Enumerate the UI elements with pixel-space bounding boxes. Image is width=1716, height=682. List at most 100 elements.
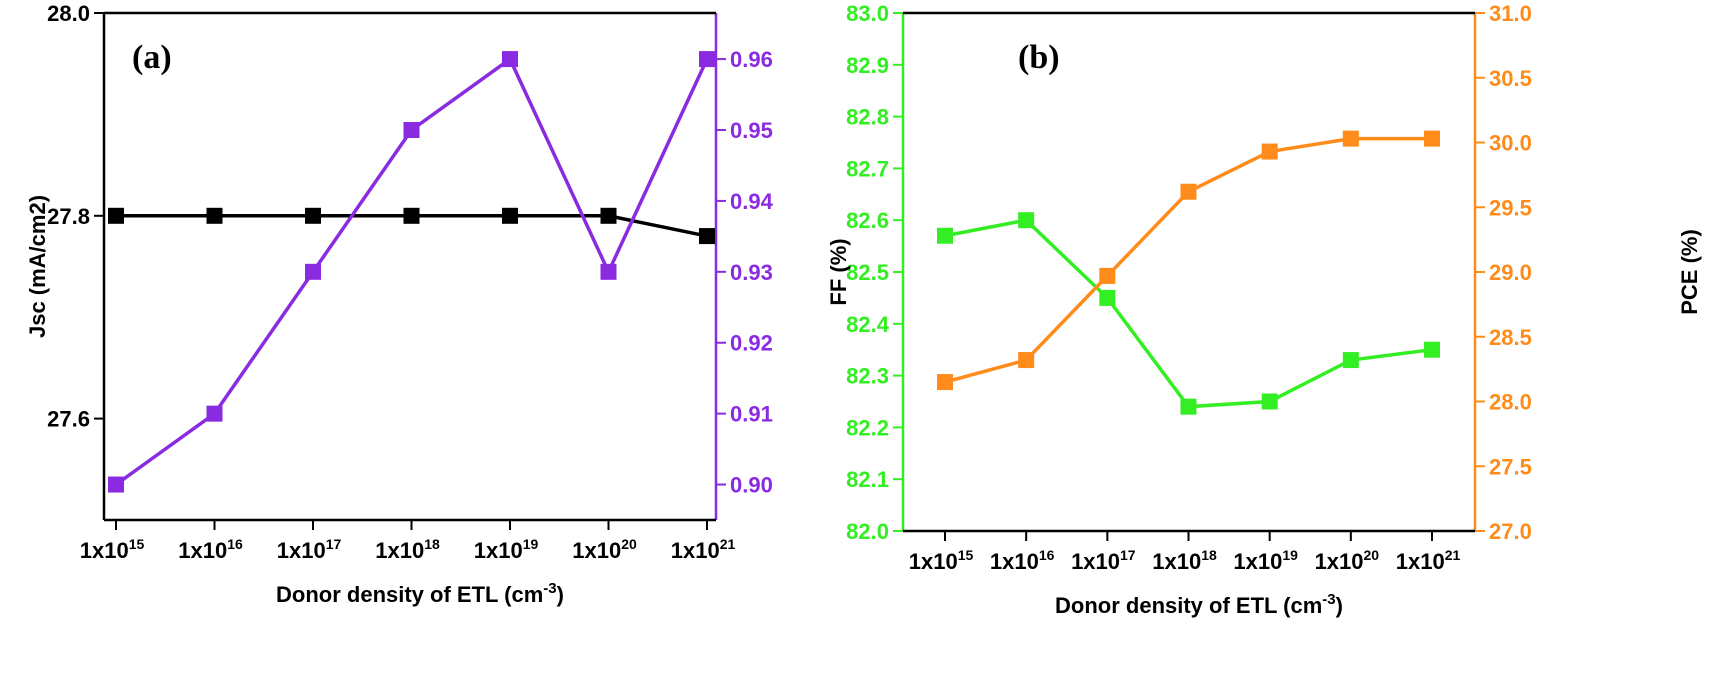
data-point-right	[1342, 130, 1359, 147]
x-tick-label-base: 1x10	[990, 549, 1039, 574]
x-tick-label-exponent: 20	[1364, 547, 1380, 563]
x-tick-label: 1x1018	[375, 536, 440, 563]
data-point-left	[305, 207, 321, 224]
right-y-tick-label: 0.95	[730, 118, 773, 143]
x-tick-label-base: 1x10	[277, 538, 326, 563]
x-axis-title-sup: -3	[543, 580, 556, 597]
right-y-tick-label: 0.93	[730, 260, 773, 285]
x-tick-label-exponent: 21	[720, 536, 736, 552]
left-y-tick-label: 27.8	[47, 204, 90, 229]
panel-label: (b)	[1018, 39, 1060, 76]
left-y-axis-title: FF (%)	[826, 238, 851, 305]
right-y-tick-label: 0.91	[730, 402, 773, 427]
data-point-right	[1099, 267, 1116, 284]
left-y-tick-label: 82.3	[846, 364, 889, 389]
data-point-right	[1261, 143, 1278, 160]
x-tick-label-base: 1x10	[474, 538, 523, 563]
x-tick-label: 1x1021	[1396, 547, 1461, 574]
left-y-tick-label: 82.9	[846, 53, 889, 78]
data-point-left	[403, 207, 420, 224]
x-tick-label-base: 1x10	[572, 538, 621, 563]
data-point-left	[1342, 352, 1359, 369]
x-tick-label: 1x1015	[909, 547, 974, 574]
x-tick-label-base: 1x10	[178, 538, 227, 563]
x-tick-label-exponent: 18	[424, 536, 440, 552]
x-tick-label: 1x1018	[1152, 547, 1217, 574]
data-point-right	[1018, 352, 1035, 369]
right-y-tick-label: 0.92	[730, 331, 773, 356]
data-point-right	[699, 51, 715, 68]
data-point-right	[108, 476, 124, 493]
right-y-tick-label: 27.0	[1489, 519, 1532, 544]
x-tick-label-base: 1x10	[1315, 549, 1364, 574]
x-tick-label: 1x1017	[1071, 547, 1136, 574]
data-point-left	[1180, 398, 1197, 415]
x-tick-label-base: 1x10	[1071, 549, 1120, 574]
x-tick-label-exponent: 20	[621, 536, 637, 552]
x-tick-label-base: 1x10	[1233, 549, 1282, 574]
x-tick-label: 1x1015	[80, 536, 145, 563]
x-tick-label-exponent: 17	[1120, 547, 1136, 563]
right-y-tick-label: 30.0	[1489, 131, 1532, 156]
x-tick-label-exponent: 15	[958, 547, 974, 563]
x-tick-label-base: 1x10	[1396, 549, 1445, 574]
x-tick-label: 1x1019	[474, 536, 539, 563]
x-tick-label-exponent: 21	[1445, 547, 1461, 563]
x-axis-title-tail: )	[557, 582, 564, 607]
left-y-tick-label: 82.8	[846, 105, 889, 130]
data-point-right	[937, 374, 953, 391]
x-tick-label-base: 1x10	[375, 538, 424, 563]
data-point-left	[1424, 341, 1440, 358]
data-point-left	[1099, 289, 1116, 306]
x-axis-title-sup: -3	[1322, 591, 1335, 608]
x-tick-label-exponent: 19	[523, 536, 539, 552]
right-y-tick-label: 29.5	[1489, 195, 1532, 220]
x-tick-label-exponent: 18	[1201, 547, 1217, 563]
right-y-axis-title: PCE (%)	[1677, 229, 1702, 315]
x-tick-label-base: 1x10	[671, 538, 720, 563]
x-tick-label: 1x1016	[178, 536, 243, 563]
x-tick-label: 1x1020	[1315, 547, 1380, 574]
data-point-right	[305, 263, 321, 280]
x-axis-title: Donor density of ETL (cm-3)	[1055, 591, 1343, 618]
chart-panel-a: 1x1015 1x1016 1x1017 1x1018 1x1019 1x1020 1x10…	[25, 1, 774, 607]
data-point-left	[108, 207, 124, 224]
x-tick-label-base: 1x10	[80, 538, 129, 563]
right-y-tick-label: 0.90	[730, 473, 773, 498]
x-axis-title-base: Donor density of ETL (cm	[276, 582, 543, 607]
x-axis-title-base: Donor density of ETL (cm	[1055, 593, 1322, 618]
x-tick-label-base: 1x10	[1152, 549, 1201, 574]
left-y-tick-label: 82.7	[846, 156, 889, 181]
data-point-left	[1018, 212, 1035, 229]
x-tick-label: 1x1020	[572, 536, 637, 563]
right-y-tick-label: 28.0	[1489, 390, 1532, 415]
right-y-tick-label: 0.94	[730, 189, 774, 214]
data-point-left	[699, 228, 715, 245]
data-point-right	[1424, 130, 1440, 147]
x-tick-label: 1x1016	[990, 547, 1055, 574]
x-tick-label-exponent: 16	[227, 536, 243, 552]
data-point-right	[403, 122, 420, 138]
x-axis-title-tail: )	[1336, 593, 1343, 618]
data-point-left	[206, 207, 223, 224]
data-point-right	[502, 51, 518, 68]
series-line-right	[944, 136, 1432, 384]
left-y-axis-title: Jsc (mA/cm2)	[25, 195, 50, 338]
x-axis-title: Donor density of ETL (cm-3)	[276, 580, 564, 607]
left-y-tick-label: 82.0	[846, 519, 889, 544]
right-y-tick-label: 27.5	[1489, 454, 1532, 479]
left-y-tick-label: 28.0	[47, 1, 90, 26]
data-point-right	[600, 263, 617, 280]
left-y-tick-label: 82.2	[846, 415, 889, 440]
series-line-left	[944, 218, 1433, 409]
data-point-left	[937, 227, 953, 244]
x-tick-label: 1x1017	[277, 536, 342, 563]
left-y-tick-label: 27.6	[47, 407, 90, 432]
left-y-tick-label: 82.4	[846, 312, 890, 337]
x-tick-label: 1x1021	[671, 536, 736, 563]
data-point-left	[502, 207, 518, 224]
x-tick-label-exponent: 15	[129, 536, 145, 552]
right-y-tick-label: 28.5	[1489, 325, 1532, 350]
x-tick-label-exponent: 17	[326, 536, 342, 552]
right-y-tick-label: 30.5	[1489, 66, 1532, 91]
